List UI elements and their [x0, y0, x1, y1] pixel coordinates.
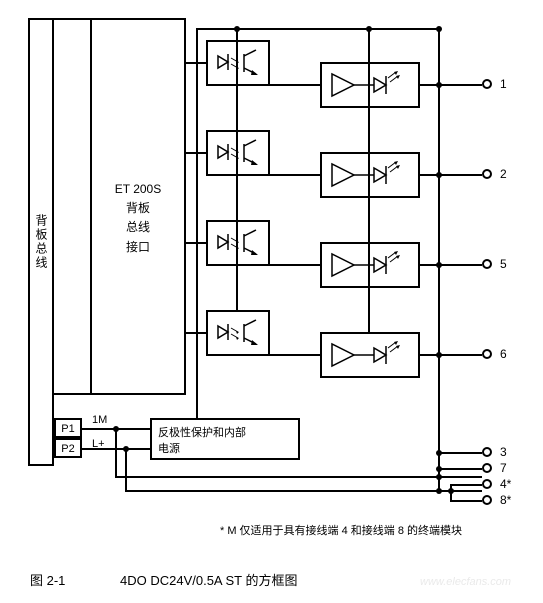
p2-label: P2	[61, 443, 74, 455]
wire-term7	[438, 468, 482, 470]
rail-top	[196, 28, 440, 30]
interface-block: ET 200S 背板 总线 接口	[90, 18, 186, 395]
optocoupler-1	[206, 40, 270, 86]
backplane-bus-block: 背板总线	[28, 18, 54, 466]
optocoupler-4	[206, 310, 270, 356]
m1-label: 1M	[92, 414, 107, 426]
power-line2: 电源	[158, 440, 292, 456]
p1-box: P1	[54, 418, 82, 438]
wire-1m-across	[115, 476, 482, 478]
power-block: 反极性保护和内部 电源	[150, 418, 300, 460]
p1-label: P1	[61, 423, 74, 435]
node-t48	[448, 488, 454, 494]
rail-power-up	[196, 28, 198, 418]
rail-node-o1	[234, 26, 240, 32]
terminal-8	[482, 495, 492, 505]
wire-term3	[438, 452, 482, 454]
output-stage-2	[320, 152, 420, 198]
terminal-3	[482, 447, 492, 457]
wire-out4-term	[420, 354, 482, 356]
node-rail-m	[436, 474, 442, 480]
terminal-2	[482, 169, 492, 179]
driver-led-icon	[322, 64, 418, 106]
terminal-8-label: 8*	[500, 493, 511, 507]
wire-lplus-down	[125, 448, 127, 492]
wire-out3-term	[420, 264, 482, 266]
optocoupler-3	[206, 220, 270, 266]
interface-line1: ET 200S	[92, 180, 184, 199]
output-stage-1	[320, 62, 420, 108]
terminal-6-label: 6	[500, 347, 507, 361]
wire-opto-out4	[270, 354, 320, 356]
interface-line4: 接口	[92, 238, 184, 257]
rail-right	[438, 28, 440, 492]
rail-drop-out4	[368, 28, 370, 332]
interface-line2: 背板	[92, 199, 184, 218]
driver-led-icon	[322, 154, 418, 196]
wire-term4	[450, 484, 482, 486]
footnote: * M 仅适用于具有接线端 4 和接线端 8 的终端模块	[220, 522, 462, 538]
wire-lplus-across	[125, 490, 482, 492]
wire-out1-term	[420, 84, 482, 86]
backplane-bus-label: 背板总线	[33, 214, 50, 270]
node-out2	[436, 172, 442, 178]
terminal-1-label: 1	[500, 77, 507, 91]
wire-term8	[450, 500, 482, 502]
terminal-4	[482, 479, 492, 489]
opto-icon	[208, 222, 268, 264]
watermark: www.elecfans.com	[420, 576, 511, 588]
terminal-3-label: 3	[500, 445, 507, 459]
terminal-4-label: 4*	[500, 477, 511, 491]
opto-icon	[208, 132, 268, 174]
terminal-7-label: 7	[500, 461, 507, 475]
node-out4	[436, 352, 442, 358]
optocoupler-2	[206, 130, 270, 176]
rail-drop-opto4	[236, 28, 238, 310]
node-out3	[436, 262, 442, 268]
figure-number: 图 2-1	[30, 570, 65, 589]
wire-opto-out2	[270, 174, 320, 176]
node-out1	[436, 82, 442, 88]
node-t7	[436, 466, 442, 472]
rail-node-r	[436, 26, 442, 32]
output-stage-3	[320, 242, 420, 288]
figure-title: 4DO DC24V/0.5A ST 的方框图	[120, 570, 298, 589]
output-stage-4	[320, 332, 420, 378]
driver-led-icon	[322, 244, 418, 286]
driver-led-icon	[322, 334, 418, 376]
bus-connector-bottom	[54, 393, 90, 395]
p2-box: P2	[54, 438, 82, 458]
terminal-2-label: 2	[500, 167, 507, 181]
terminal-1	[482, 79, 492, 89]
wire-1m-down	[115, 428, 117, 478]
opto-icon	[208, 312, 268, 354]
wire-opto-out1	[270, 84, 320, 86]
terminal-5	[482, 259, 492, 269]
terminal-5-label: 5	[500, 257, 507, 271]
terminal-6	[482, 349, 492, 359]
interface-line3: 总线	[92, 218, 184, 237]
opto-icon	[208, 42, 268, 84]
terminal-7	[482, 463, 492, 473]
rail-node-t1	[366, 26, 372, 32]
node-t3	[436, 450, 442, 456]
wire-opto-out3	[270, 264, 320, 266]
wire-out2-term	[420, 174, 482, 176]
power-line1: 反极性保护和内部	[158, 424, 292, 440]
bus-connector-top	[54, 18, 90, 20]
node-rail-l	[436, 488, 442, 494]
